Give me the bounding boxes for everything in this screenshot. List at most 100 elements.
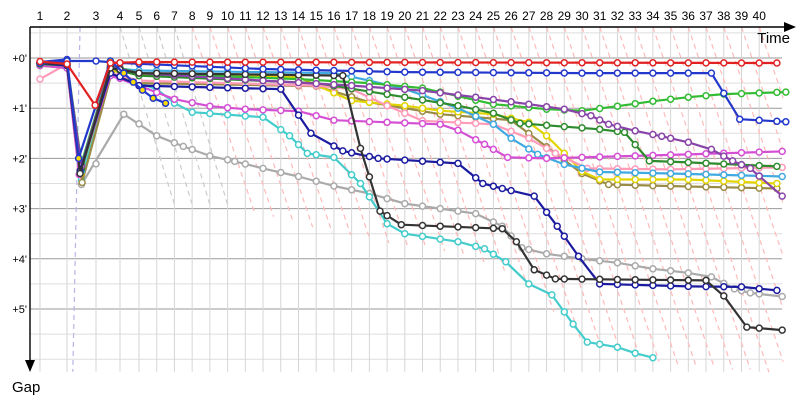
x-tick-label: 7 xyxy=(171,9,178,23)
x-tick-label: 11 xyxy=(239,9,252,23)
x-tick-label: 33 xyxy=(628,9,642,23)
series-rider-blue xyxy=(36,57,790,126)
lapping-line-gray xyxy=(138,26,193,204)
series-rider-gray xyxy=(36,61,786,301)
data-point xyxy=(223,110,232,119)
lapping-line-pink xyxy=(545,26,660,362)
data-point xyxy=(259,164,267,173)
data-point xyxy=(578,109,586,118)
lapping-line-gray xyxy=(173,26,228,204)
lapping-line-pink xyxy=(528,26,641,357)
data-point xyxy=(188,69,196,78)
data-point xyxy=(259,76,267,85)
data-point xyxy=(542,144,551,153)
lapping-line-pink xyxy=(616,26,734,370)
data-point xyxy=(755,148,763,156)
data-point xyxy=(116,58,124,67)
data-point xyxy=(684,150,693,159)
data-point xyxy=(383,219,391,228)
data-point xyxy=(720,59,728,67)
data-point xyxy=(613,275,622,284)
lapping-line-pink xyxy=(333,26,409,246)
data-point xyxy=(542,102,551,111)
data-point xyxy=(303,149,312,158)
data-point xyxy=(778,292,786,301)
data-point xyxy=(436,158,444,167)
data-point xyxy=(551,149,560,158)
data-point xyxy=(773,59,781,67)
lapping-line-pink xyxy=(457,26,555,312)
x-tick-label: 27 xyxy=(522,9,536,23)
data-point xyxy=(383,84,391,92)
data-point xyxy=(312,150,320,159)
data-point xyxy=(684,93,693,101)
data-point xyxy=(401,101,409,110)
data-point xyxy=(223,70,232,78)
lapping-line-pink xyxy=(191,26,256,215)
data-point xyxy=(161,99,170,107)
data-point xyxy=(666,134,675,143)
x-tick-label: 26 xyxy=(504,9,518,23)
data-point xyxy=(241,112,250,120)
data-point xyxy=(649,151,657,160)
lapping-line-pink xyxy=(581,26,697,368)
data-point xyxy=(507,134,515,143)
data-point xyxy=(356,144,365,153)
data-point xyxy=(702,176,710,185)
data-point xyxy=(188,83,196,91)
y-tick-label: +2' xyxy=(12,153,27,165)
data-point xyxy=(330,182,338,190)
x-tick-label: 40 xyxy=(753,9,767,23)
data-point xyxy=(489,182,498,190)
data-point xyxy=(578,69,586,77)
data-point xyxy=(595,340,604,348)
data-point xyxy=(666,157,675,166)
data-point xyxy=(277,65,285,74)
data-point xyxy=(542,58,551,67)
data-point xyxy=(684,69,693,77)
data-point xyxy=(436,120,444,129)
x-tick-label: 37 xyxy=(699,9,713,23)
data-point xyxy=(383,211,391,220)
data-point xyxy=(684,182,693,191)
data-point xyxy=(649,97,657,105)
data-point xyxy=(684,282,693,291)
data-point xyxy=(735,115,744,123)
x-axis-arrow-icon xyxy=(784,22,796,32)
data-point xyxy=(365,93,374,102)
data-point xyxy=(471,119,480,128)
x-tick-label: 2 xyxy=(64,9,71,23)
data-point xyxy=(631,152,639,160)
data-point xyxy=(312,79,320,88)
x-tick-label: 13 xyxy=(274,9,288,23)
data-point xyxy=(489,250,498,258)
data-point xyxy=(548,291,556,299)
lapping-line-pink xyxy=(227,26,294,223)
data-point xyxy=(347,67,356,75)
data-point xyxy=(530,192,538,200)
data-point xyxy=(454,58,462,67)
data-point xyxy=(503,153,512,162)
event-line-lavender xyxy=(72,26,81,372)
data-point xyxy=(560,154,569,162)
data-point xyxy=(649,59,657,67)
data-point xyxy=(91,101,99,109)
x-tick-label: 21 xyxy=(416,9,430,23)
data-point xyxy=(307,129,315,138)
data-point xyxy=(356,179,365,188)
data-point xyxy=(595,275,604,284)
data-point xyxy=(720,89,728,98)
lapping-line-pink xyxy=(740,26,784,151)
data-point xyxy=(553,222,561,230)
lapping-dashed-lines xyxy=(72,26,784,373)
data-point xyxy=(489,68,498,77)
data-point xyxy=(507,116,515,124)
data-point xyxy=(223,84,232,92)
data-point xyxy=(330,58,338,67)
data-point xyxy=(92,160,100,168)
data-point xyxy=(330,142,338,150)
data-point xyxy=(560,122,569,131)
data-point xyxy=(746,289,755,297)
data-point xyxy=(383,90,391,99)
x-tick-label: 18 xyxy=(363,9,377,23)
